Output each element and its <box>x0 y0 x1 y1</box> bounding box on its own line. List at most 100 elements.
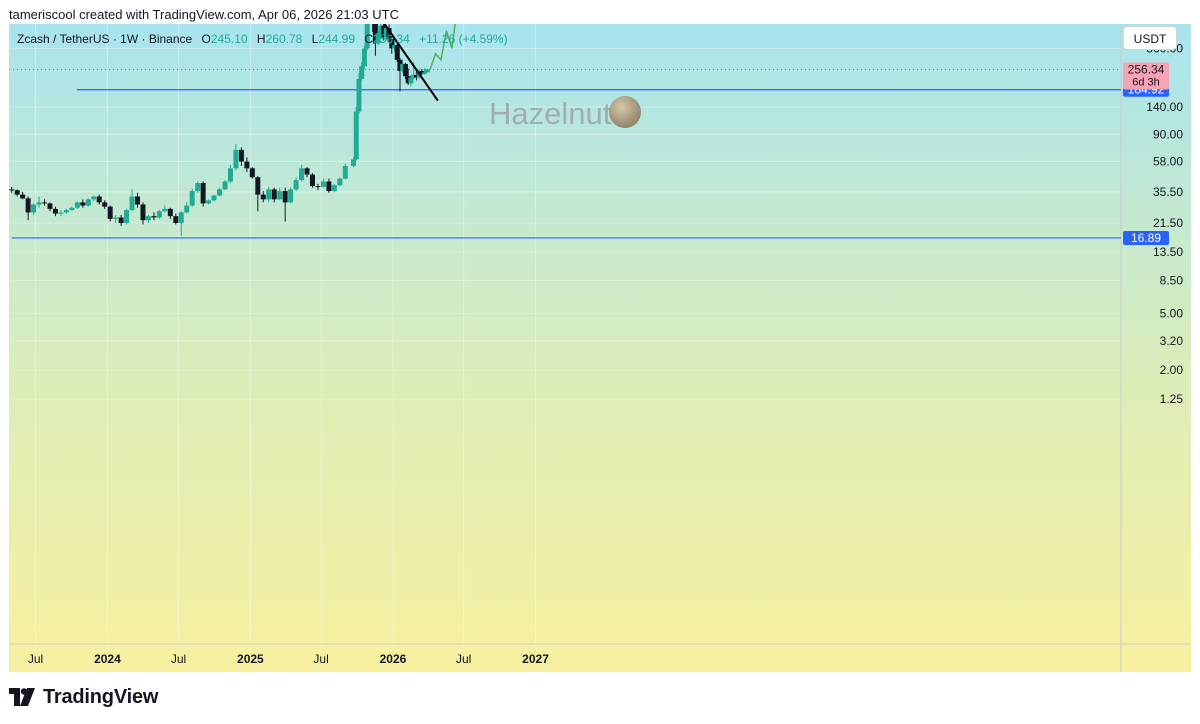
candle-body <box>304 168 310 175</box>
low-value: 244.99 <box>318 32 356 46</box>
candle-body <box>124 210 130 223</box>
candle-body <box>400 64 406 72</box>
candle-body <box>102 202 108 207</box>
candle-body <box>14 190 20 195</box>
currency-button[interactable]: USDT <box>1123 26 1177 50</box>
candle-body <box>178 212 184 223</box>
candle-body <box>184 205 190 213</box>
tradingview-logo[interactable]: TradingView <box>9 686 158 708</box>
candle-body <box>411 74 417 78</box>
close-label: C <box>364 32 374 46</box>
time-axis-tick-label: 2025 <box>237 652 264 666</box>
candle-body <box>397 59 403 72</box>
candle-body <box>337 178 343 186</box>
candle-body <box>364 24 370 49</box>
candle-body <box>36 202 42 205</box>
candle-body <box>189 191 195 206</box>
price-axis-tick-label: 13.50 <box>1153 245 1183 259</box>
candle-body <box>260 194 266 200</box>
projection-path <box>429 24 456 70</box>
candle-body <box>129 196 135 211</box>
candle-body <box>359 66 365 79</box>
candle-body <box>309 174 315 187</box>
candle-body <box>249 168 255 178</box>
candle-body <box>167 208 173 217</box>
low-label: L <box>311 32 319 46</box>
candle-body <box>80 202 86 206</box>
candle-body <box>118 217 124 223</box>
candle-body <box>145 216 151 221</box>
watermark-text: Hazelnut <box>489 96 612 131</box>
candle-body <box>375 33 381 44</box>
candle-body <box>96 196 102 203</box>
candle-body <box>277 191 283 200</box>
change-value: +11.26 (+4.59%) <box>419 32 508 46</box>
candle-body <box>200 183 206 204</box>
candle-body <box>107 206 113 219</box>
symbol-name[interactable]: Zcash / TetherUS · 1W · Binance <box>17 32 193 46</box>
candle-body <box>113 217 119 219</box>
open-label: O <box>201 32 211 46</box>
candle-body <box>25 198 31 213</box>
candle-body <box>52 208 58 214</box>
high-value: 260.78 <box>265 32 303 46</box>
attribution-text: tameriscool created with TradingView.com… <box>9 7 399 22</box>
candle-body <box>42 202 48 204</box>
candle-body <box>419 71 425 75</box>
candle-body <box>162 208 168 212</box>
candle-body <box>342 165 348 179</box>
candle-body <box>353 111 359 160</box>
price-axis-tick-label: 3.20 <box>1160 334 1184 348</box>
price-axis-tick-label: 21.50 <box>1153 216 1183 230</box>
candle-body <box>63 210 69 213</box>
price-chart-svg[interactable]: 360.00140.0090.0058.0035.5021.5013.508.5… <box>9 24 1191 672</box>
candle-body <box>85 199 91 206</box>
candle-body <box>351 159 357 166</box>
price-axis-tick-label: 1.25 <box>1160 392 1184 406</box>
candle-body <box>91 196 97 200</box>
candle-body <box>405 76 411 84</box>
time-axis-tick-label: Jul <box>28 652 43 666</box>
current-price-label: 256.34 <box>1128 63 1165 77</box>
candle-body <box>408 77 414 84</box>
price-axis-tick-label: 35.50 <box>1153 185 1183 199</box>
candle-body <box>151 216 157 218</box>
tradingview-logo-icon <box>9 688 35 706</box>
candle-body <box>222 181 228 190</box>
level-price-label-box <box>1123 230 1169 245</box>
open-value: 245.10 <box>210 32 248 46</box>
candle-body <box>255 177 261 195</box>
candle-body <box>381 25 387 38</box>
footer-brand: TradingView <box>43 685 159 708</box>
candle-body <box>156 211 162 218</box>
countdown-label: 6d 3h <box>1132 77 1160 89</box>
candle-body <box>282 191 288 203</box>
time-axis-tick-label: 2027 <box>522 652 549 666</box>
time-axis-tick-label: Jul <box>313 652 328 666</box>
candle-body <box>383 28 389 38</box>
candle-body <box>217 189 223 196</box>
level-price-label: 16.89 <box>1131 231 1161 245</box>
candle-body <box>293 180 299 190</box>
price-axis-tick-label: 58.00 <box>1153 155 1183 169</box>
candle-body <box>206 200 212 204</box>
high-label: H <box>256 32 266 46</box>
candle-body <box>315 186 321 188</box>
chart-area[interactable]: 360.00140.0090.0058.0035.5021.5013.508.5… <box>9 24 1191 672</box>
candle-body <box>424 69 430 73</box>
candle-body <box>69 207 75 211</box>
candle-body <box>331 185 337 192</box>
candle-body <box>58 212 64 214</box>
candle-body <box>31 204 37 213</box>
candle-body <box>378 25 384 34</box>
candle-body <box>173 216 179 223</box>
time-axis-tick-label: 2024 <box>94 652 121 666</box>
price-axis-tick-label: 2.00 <box>1160 363 1184 377</box>
current-price-label-box <box>1123 62 1169 90</box>
candle-body <box>394 45 400 60</box>
candle-body <box>389 38 395 49</box>
time-axis-tick-label: Jul <box>456 652 471 666</box>
price-axis-tick-label: 140.00 <box>1146 100 1183 114</box>
candle-body <box>320 181 326 187</box>
candle-body <box>299 168 305 181</box>
